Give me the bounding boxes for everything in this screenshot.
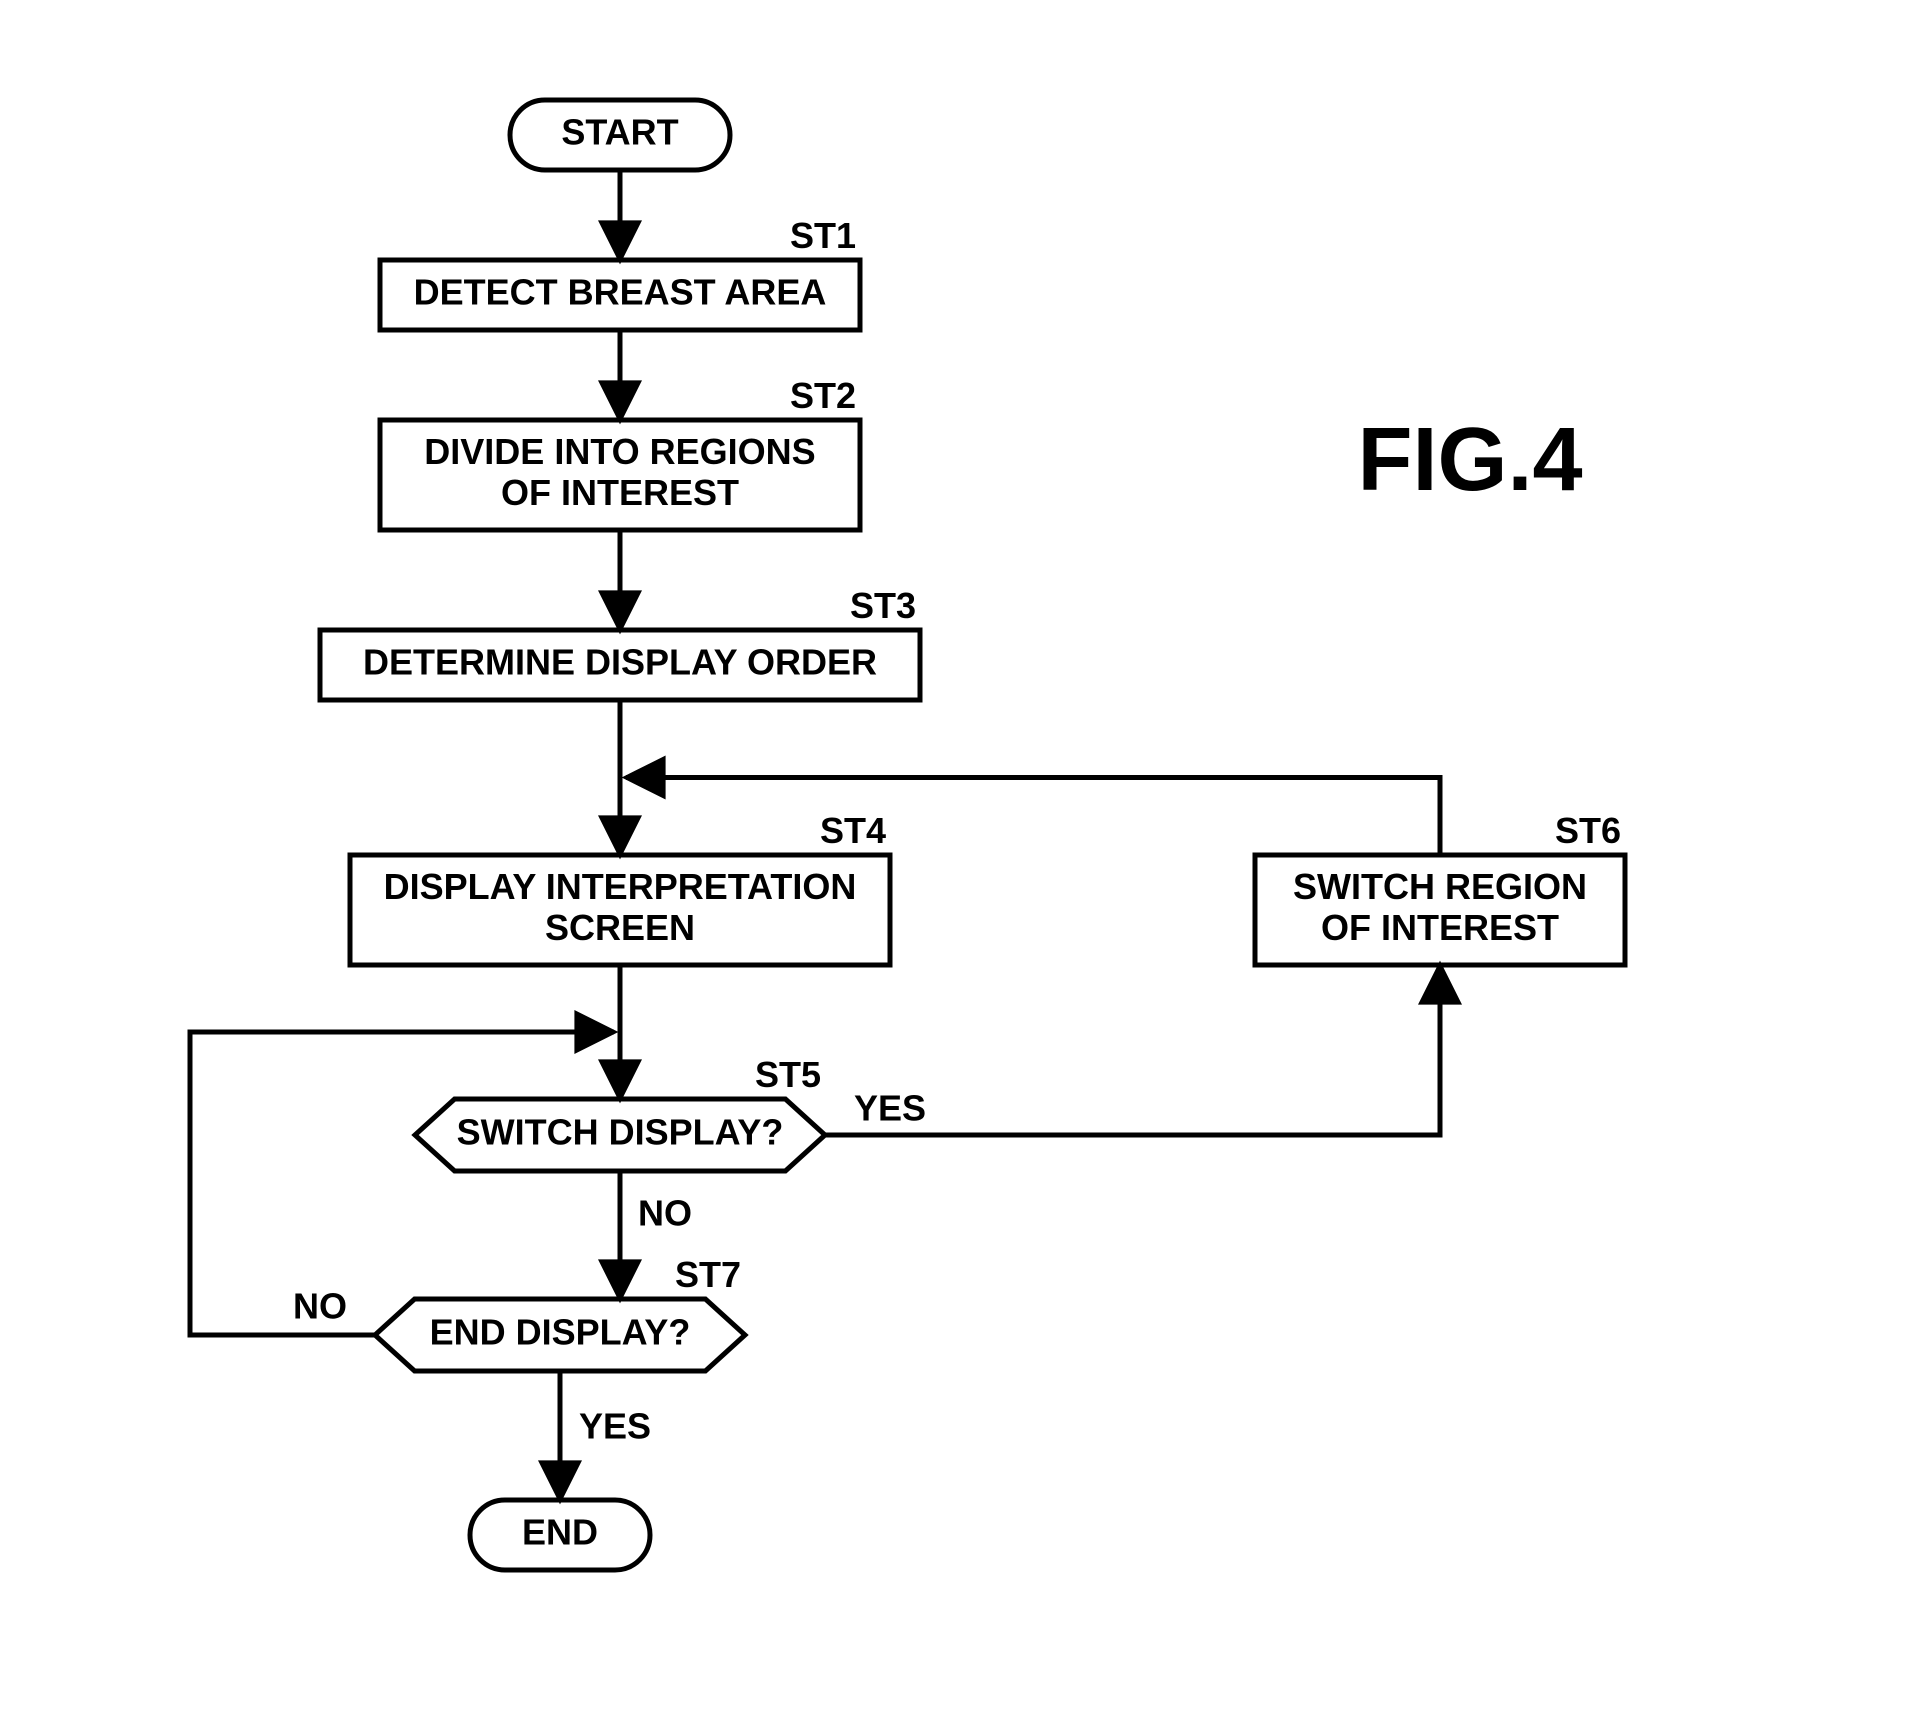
node-text: OF INTEREST bbox=[501, 472, 739, 513]
node-text: SCREEN bbox=[545, 907, 695, 948]
node-text: SWITCH DISPLAY? bbox=[457, 1112, 784, 1153]
edge bbox=[626, 778, 1440, 856]
step-tag: ST6 bbox=[1555, 810, 1621, 851]
edge-label: NO bbox=[293, 1286, 347, 1327]
node-text: DETECT BREAST AREA bbox=[414, 272, 827, 313]
node-start: START bbox=[510, 100, 730, 170]
edge-label: NO bbox=[638, 1192, 692, 1233]
node-text: START bbox=[561, 112, 678, 153]
step-tag: ST2 bbox=[790, 375, 856, 416]
step-tag: ST4 bbox=[820, 810, 886, 851]
node-text: DISPLAY INTERPRETATION bbox=[384, 866, 857, 907]
edge-label: YES bbox=[579, 1406, 651, 1447]
step-tag: ST7 bbox=[675, 1254, 741, 1295]
node-text: SWITCH REGION bbox=[1293, 866, 1587, 907]
node-text: DIVIDE INTO REGIONS bbox=[424, 431, 815, 472]
step-tag: ST1 bbox=[790, 215, 856, 256]
figure-label: FIG.4 bbox=[1357, 410, 1582, 510]
node-end: END bbox=[470, 1500, 650, 1570]
step-tag: ST5 bbox=[755, 1054, 821, 1095]
node-st7: END DISPLAY? ST7 bbox=[375, 1254, 745, 1371]
node-text: OF INTEREST bbox=[1321, 907, 1559, 948]
step-tag: ST3 bbox=[850, 585, 916, 626]
edge bbox=[190, 1032, 614, 1335]
node-text: END DISPLAY? bbox=[430, 1312, 691, 1353]
edge-label: YES bbox=[854, 1088, 926, 1129]
node-text: END bbox=[522, 1512, 598, 1553]
node-text: DETERMINE DISPLAY ORDER bbox=[363, 642, 877, 683]
